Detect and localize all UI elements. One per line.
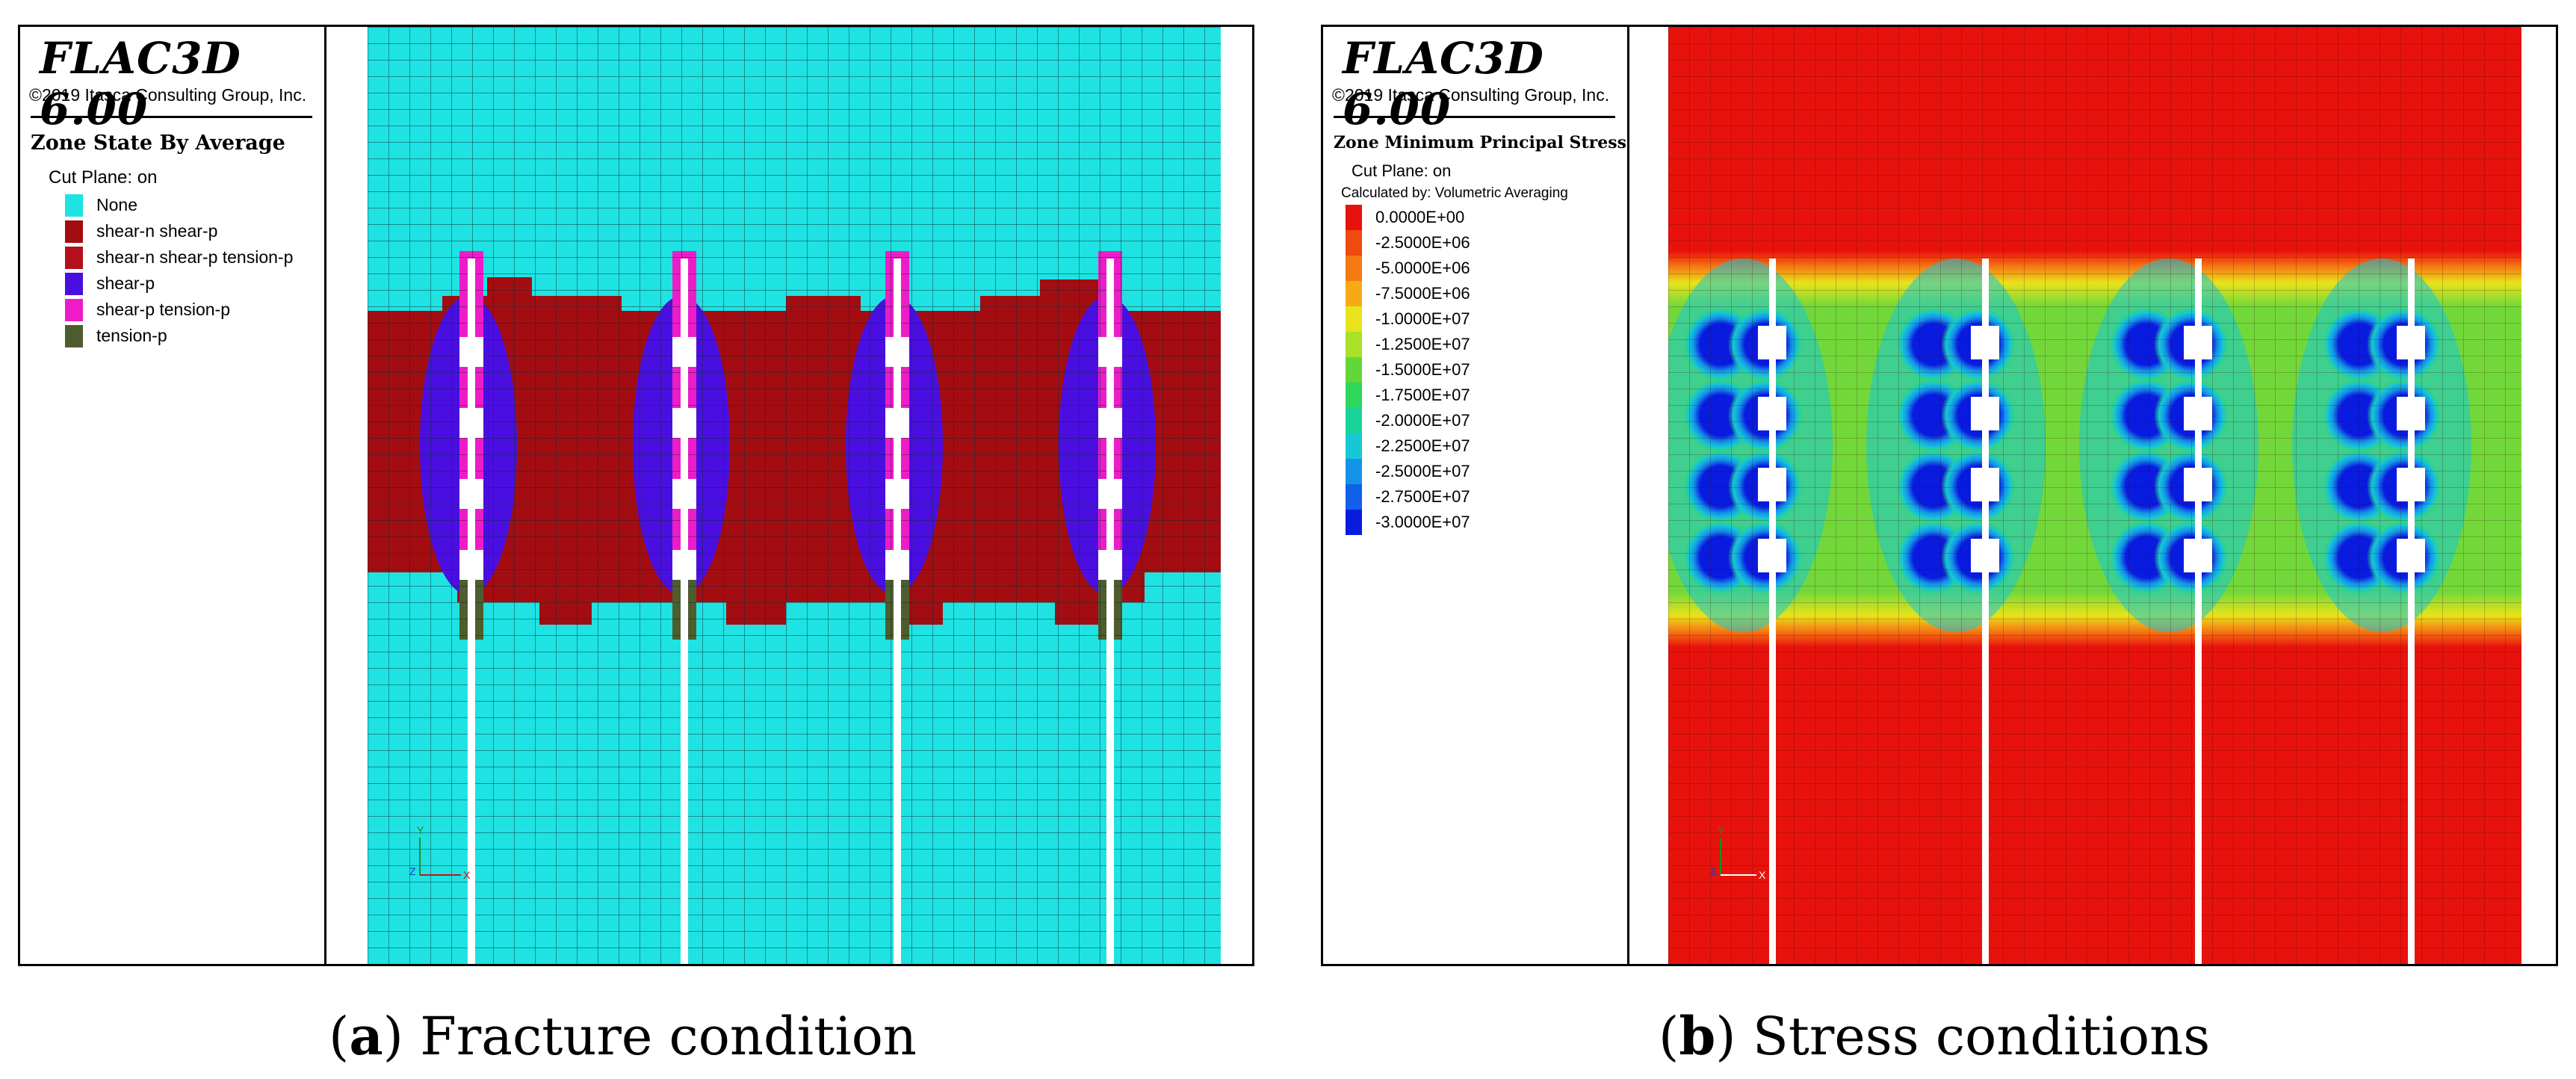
legend-swatch [65,273,83,295]
caption-text: Stress conditions [1752,1006,2211,1067]
axis-y-label: Y [1718,824,1725,836]
mesh-grid [368,27,1221,964]
contour-swatch [1346,433,1362,459]
contour-swatch [1346,383,1362,408]
contour-label: -3.0000E+07 [1375,513,1470,531]
contour-label: -1.2500E+07 [1375,335,1470,353]
contour-swatch [1346,230,1362,256]
legend-label: shear-n shear-p [96,221,218,241]
legend-panel: FLAC3D 6.00 ©2019 Itasca Consulting Grou… [20,27,326,964]
copyright-text: ©2019 Itasca Consulting Group, Inc. [1332,85,1610,105]
contour-swatch [1346,408,1362,433]
contour-label: -2.2500E+07 [1375,436,1470,455]
axis-z-label: Z [409,865,416,877]
contour-label: -2.5000E+07 [1375,462,1470,480]
contour-swatch [1346,357,1362,383]
axis-z-label: Z [1710,865,1717,877]
contour-swatch [1346,205,1362,230]
legend-swatch [65,299,83,321]
stress-model-view: Y Z X [1668,27,2521,964]
panel-stress: FLAC3D 6.00 ©2019 Itasca Consulting Grou… [1321,25,2558,966]
boreholes [1758,259,2425,964]
contour-label: -5.0000E+06 [1375,259,1470,277]
axis-triad: Y Z X [409,824,471,881]
contour-swatch [1346,256,1362,281]
legend-label: None [96,195,137,214]
caption-letter: a [349,1005,383,1067]
contour-label: -1.5000E+07 [1375,360,1470,379]
cut-plane-label: Cut Plane: on [49,167,158,188]
contour-swatch [1346,306,1362,332]
contour-swatch [1346,459,1362,484]
legend-label: shear-p tension-p [96,300,230,319]
contour-swatch [1346,484,1362,510]
contour-swatch [1346,281,1362,306]
contour-label: -7.5000E+06 [1375,284,1470,303]
contour-label: -2.5000E+06 [1375,233,1470,252]
caption-text: Fracture condition [420,1006,917,1067]
fracture-plot: Y Z X [368,27,1221,964]
app-title: FLAC3D 6.00 [40,33,241,135]
legend-swatch [65,325,83,347]
axis-x-label: X [1759,869,1766,881]
legend-label: tension-p [96,326,167,345]
caption-stress: (b) Stress conditions [1659,1005,2211,1067]
calculated-by-label: Calculated by: Volumetric Averaging [1341,185,1568,201]
stress-plot: Y Z X [1668,27,2521,964]
contour-label: -1.0000E+07 [1375,309,1470,328]
caption-letter: b [1679,1005,1716,1067]
legend-swatch [65,247,83,269]
legend-title: Zone Minimum Principal Stress [1334,133,1626,152]
contour-swatch [1346,510,1362,535]
legend-swatch [65,220,83,243]
fracture-model-view: Y Z X [368,27,1221,964]
contour-label: -2.7500E+07 [1375,487,1470,506]
mesh-grid [1668,27,2521,964]
app-title: FLAC3D 6.00 [1343,33,1544,135]
title-divider [31,116,312,118]
legend-title: Zone State By Average [31,132,285,155]
copyright-text: ©2019 Itasca Consulting Group, Inc. [29,85,307,105]
legend-panel: FLAC3D 6.00 ©2019 Itasca Consulting Grou… [1323,27,1629,964]
axis-x-label: X [463,869,471,881]
legend-swatch [65,194,83,217]
contour-label: -1.7500E+07 [1375,386,1470,404]
caption-fracture: (a) Fracture condition [329,1005,917,1067]
axis-triad: Y Z X [1710,824,1766,881]
contour-swatch [1346,332,1362,357]
title-divider [1334,116,1615,118]
contour-label: 0.0000E+00 [1375,208,1465,226]
legend-label: shear-n shear-p tension-p [96,247,294,267]
cut-plane-label: Cut Plane: on [1352,161,1452,180]
legend-label: shear-p [96,273,155,293]
panel-fracture: FLAC3D 6.00 ©2019 Itasca Consulting Grou… [18,25,1254,966]
boreholes [459,259,1122,964]
axis-y-label: Y [417,824,424,836]
contour-label: -2.0000E+07 [1375,411,1470,430]
